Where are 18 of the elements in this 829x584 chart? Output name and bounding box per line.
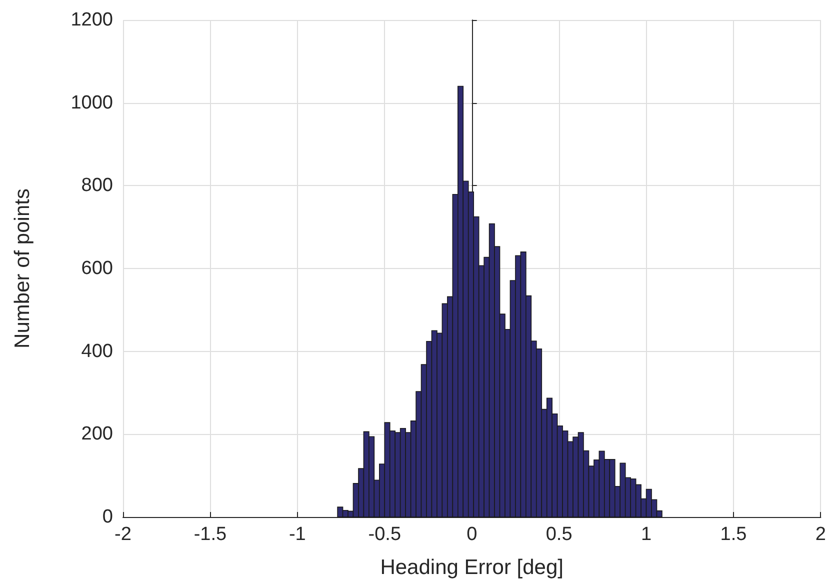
- y-tick-label: 400: [81, 340, 113, 362]
- y-tick-label: 1000: [70, 92, 113, 114]
- x-tick-label: 0: [466, 524, 478, 545]
- x-tick-label: 0.5: [546, 524, 572, 545]
- x-tick-label: -1.5: [194, 524, 227, 545]
- x-tick-label: 1: [641, 524, 652, 545]
- x-axis-title: Heading Error [deg]: [380, 556, 564, 579]
- y-tick-label: 800: [81, 175, 113, 196]
- x-tick-label: -1: [288, 524, 306, 545]
- y-tick-label: 1200: [70, 10, 113, 30]
- y-axis-title: Number of points: [11, 188, 34, 348]
- x-tick-label: -0.5: [368, 524, 402, 545]
- x-tick-label: -2: [114, 524, 132, 545]
- x-tick-label: 1.5: [720, 524, 747, 545]
- y-tick-label: 200: [81, 424, 113, 445]
- y-tick-label: 600: [81, 258, 113, 279]
- y-tick-label: 0: [102, 506, 113, 528]
- x-tick-label: 2: [815, 524, 826, 545]
